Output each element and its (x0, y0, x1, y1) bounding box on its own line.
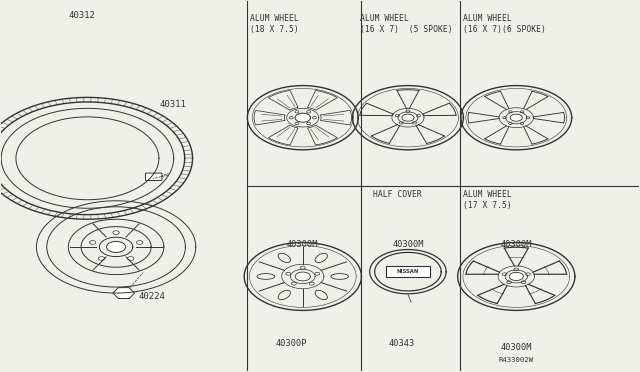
Ellipse shape (278, 253, 291, 263)
Circle shape (520, 111, 524, 113)
Circle shape (399, 122, 403, 124)
Circle shape (307, 122, 310, 125)
Text: 40300M: 40300M (500, 343, 532, 352)
Text: 40300M: 40300M (392, 240, 424, 249)
Text: NISSAN: NISSAN (397, 269, 419, 274)
Text: 40311: 40311 (159, 100, 186, 109)
Text: 40300M: 40300M (500, 240, 532, 249)
Ellipse shape (331, 273, 349, 279)
Circle shape (396, 115, 399, 117)
Text: HALF COVER: HALF COVER (373, 190, 422, 199)
Circle shape (307, 111, 310, 113)
Circle shape (127, 257, 134, 260)
Circle shape (295, 272, 310, 281)
Circle shape (402, 114, 414, 121)
Circle shape (507, 281, 511, 283)
Circle shape (520, 122, 524, 125)
Text: ALUM WHEEL
(18 X 7.5): ALUM WHEEL (18 X 7.5) (250, 14, 299, 35)
Circle shape (509, 111, 512, 113)
Circle shape (295, 113, 310, 122)
Circle shape (509, 122, 512, 125)
Circle shape (509, 272, 524, 280)
Circle shape (406, 110, 410, 112)
Text: 40300M: 40300M (287, 240, 319, 249)
Circle shape (99, 257, 105, 260)
Circle shape (503, 117, 506, 119)
Circle shape (291, 282, 296, 285)
Ellipse shape (278, 291, 291, 299)
Circle shape (526, 117, 530, 119)
Circle shape (295, 122, 299, 125)
Text: 40300P: 40300P (276, 339, 307, 347)
Circle shape (525, 273, 531, 276)
Text: 40312: 40312 (68, 11, 95, 20)
Circle shape (295, 111, 299, 113)
Circle shape (106, 241, 125, 253)
Circle shape (90, 241, 96, 244)
Circle shape (417, 115, 420, 117)
Text: ALUM WHEEL
(17 X 7.5): ALUM WHEEL (17 X 7.5) (463, 190, 512, 210)
FancyBboxPatch shape (145, 173, 162, 180)
Circle shape (514, 268, 518, 271)
FancyBboxPatch shape (386, 266, 430, 278)
Circle shape (136, 241, 143, 244)
Circle shape (521, 281, 526, 283)
Circle shape (510, 114, 522, 121)
Circle shape (309, 282, 314, 285)
Ellipse shape (315, 291, 328, 299)
Circle shape (502, 273, 507, 276)
Circle shape (412, 122, 417, 124)
Ellipse shape (315, 253, 328, 263)
Circle shape (312, 116, 316, 119)
Circle shape (113, 231, 119, 234)
Ellipse shape (257, 273, 275, 279)
Circle shape (300, 266, 305, 269)
Text: R433002W: R433002W (499, 357, 534, 363)
Circle shape (286, 272, 291, 275)
Circle shape (289, 116, 293, 119)
Text: 40343: 40343 (388, 339, 415, 347)
Circle shape (315, 272, 320, 275)
Text: 40224: 40224 (138, 292, 165, 301)
Text: ALUM WHEEL
(16 X 7)  (5 SPOKE): ALUM WHEEL (16 X 7) (5 SPOKE) (360, 14, 452, 35)
Text: ALUM WHEEL
(16 X 7)(6 SPOKE): ALUM WHEEL (16 X 7)(6 SPOKE) (463, 14, 547, 35)
